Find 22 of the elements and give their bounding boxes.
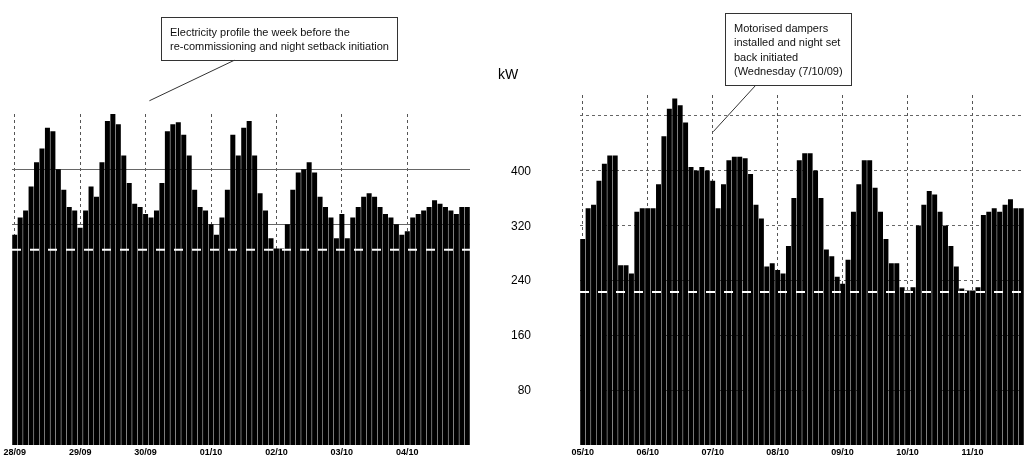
x-tick-label: 05/10 [571, 447, 594, 457]
x-tick-label: 03/10 [330, 447, 354, 457]
x-tick-label: 09/10 [831, 447, 854, 457]
y-tick-label: 400 [510, 163, 532, 178]
x-tick-label: 10/10 [896, 447, 919, 457]
y-tick-label: 240 [510, 273, 532, 288]
x-tick-label: 30/09 [134, 447, 157, 457]
text: Electricity profile the week before the re-commissioning and night setback initiation [170, 26, 389, 53]
x-tick-label: 01/10 [199, 447, 223, 457]
x-tick-label: 08/10 [766, 447, 789, 457]
y-tick-label: 160 [510, 328, 532, 343]
x-tick-label: 29/09 [68, 447, 92, 457]
y-tick-label: 320 [510, 218, 532, 233]
x-tick-label: 28/09 [3, 447, 26, 457]
x-tick-label: 07/10 [701, 447, 724, 457]
x-tick-label: 04/10 [396, 447, 419, 457]
x-tick-label: 11/10 [961, 447, 984, 457]
x-tick-label: 06/10 [636, 447, 659, 457]
y-axis-title: kW [498, 66, 519, 82]
x-tick-label: 02/10 [265, 447, 288, 457]
text: Motorised dampers installed and night set back initiated (Wednesday (7/10/09) [734, 22, 843, 77]
y-tick-label: 80 [517, 383, 532, 398]
